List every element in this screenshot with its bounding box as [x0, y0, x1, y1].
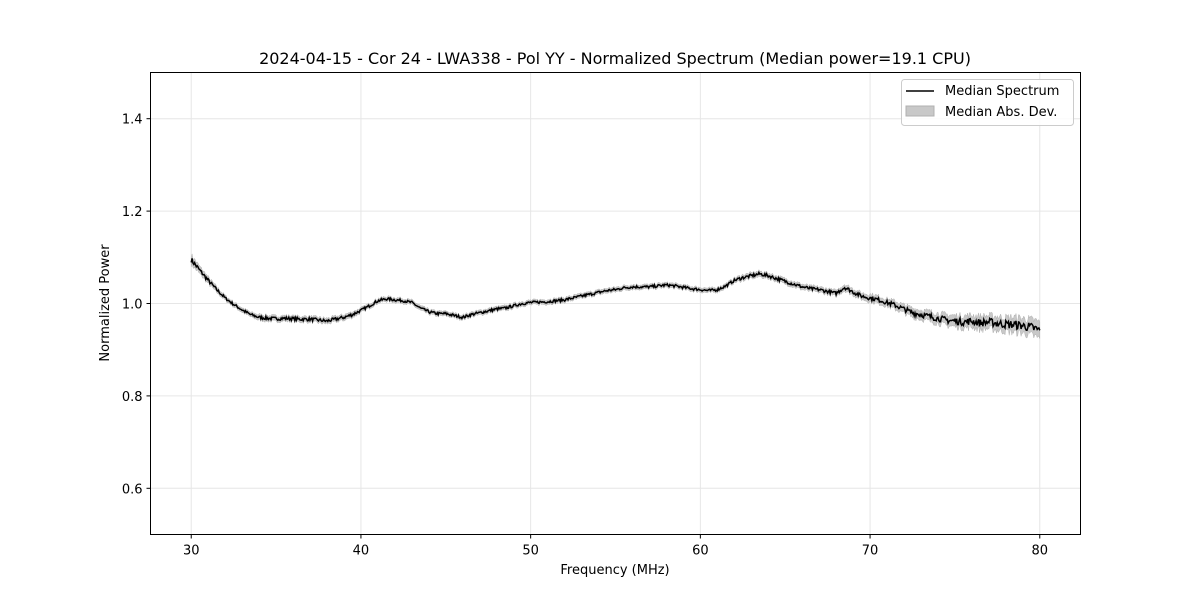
chart-title: 2024-04-15 - Cor 24 - LWA338 - Pol YY - …: [259, 49, 971, 68]
legend: Median Spectrum Median Abs. Dev.: [901, 79, 1074, 126]
legend-box: [901, 79, 1074, 126]
y-tick-label: 0.6: [122, 482, 143, 497]
x-axis-ticks: 30 40 50 60 70 80: [183, 534, 1048, 559]
x-tick-label: 50: [522, 544, 539, 559]
x-tick-label: 40: [353, 544, 370, 559]
y-tick-label: 1.4: [122, 113, 143, 128]
x-axis-label: Frequency (MHz): [560, 563, 669, 578]
legend-median-spectrum: Median Spectrum: [945, 84, 1059, 99]
y-tick-label: 0.8: [122, 390, 143, 405]
legend-band-swatch: [905, 105, 935, 117]
y-tick-label: 1.2: [122, 205, 143, 220]
x-tick-label: 80: [1031, 544, 1048, 559]
median-abs-dev-band: [190, 253, 1041, 339]
y-axis-label: Normalized Power: [98, 244, 113, 362]
x-tick-label: 30: [183, 544, 200, 559]
x-tick-label: 70: [862, 544, 879, 559]
legend-median-abs-dev: Median Abs. Dev.: [945, 105, 1057, 120]
x-tick-label: 60: [692, 544, 709, 559]
y-tick-label: 1.0: [122, 298, 143, 313]
y-axis-ticks: 0.6 0.8 1.0 1.2 1.4: [122, 113, 151, 497]
median-spectrum-line: [190, 258, 1041, 332]
